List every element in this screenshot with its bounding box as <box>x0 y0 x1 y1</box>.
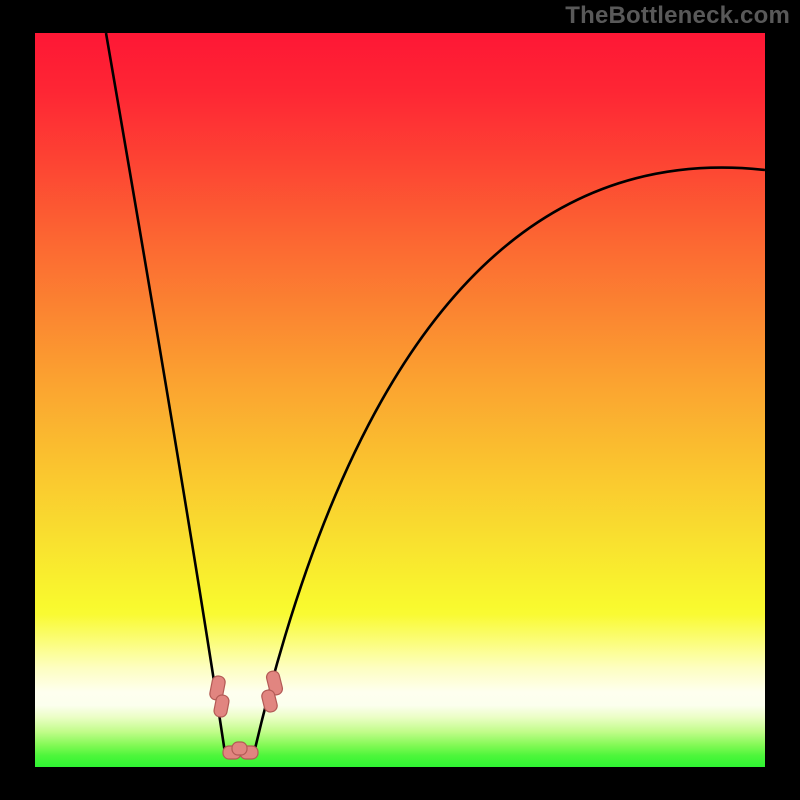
watermark-text: TheBottleneck.com <box>565 2 790 30</box>
data-point <box>232 742 247 755</box>
chart-root: TheBottleneck.com <box>0 0 800 800</box>
bottleneck-chart <box>0 0 800 800</box>
gradient-panel <box>35 33 765 767</box>
